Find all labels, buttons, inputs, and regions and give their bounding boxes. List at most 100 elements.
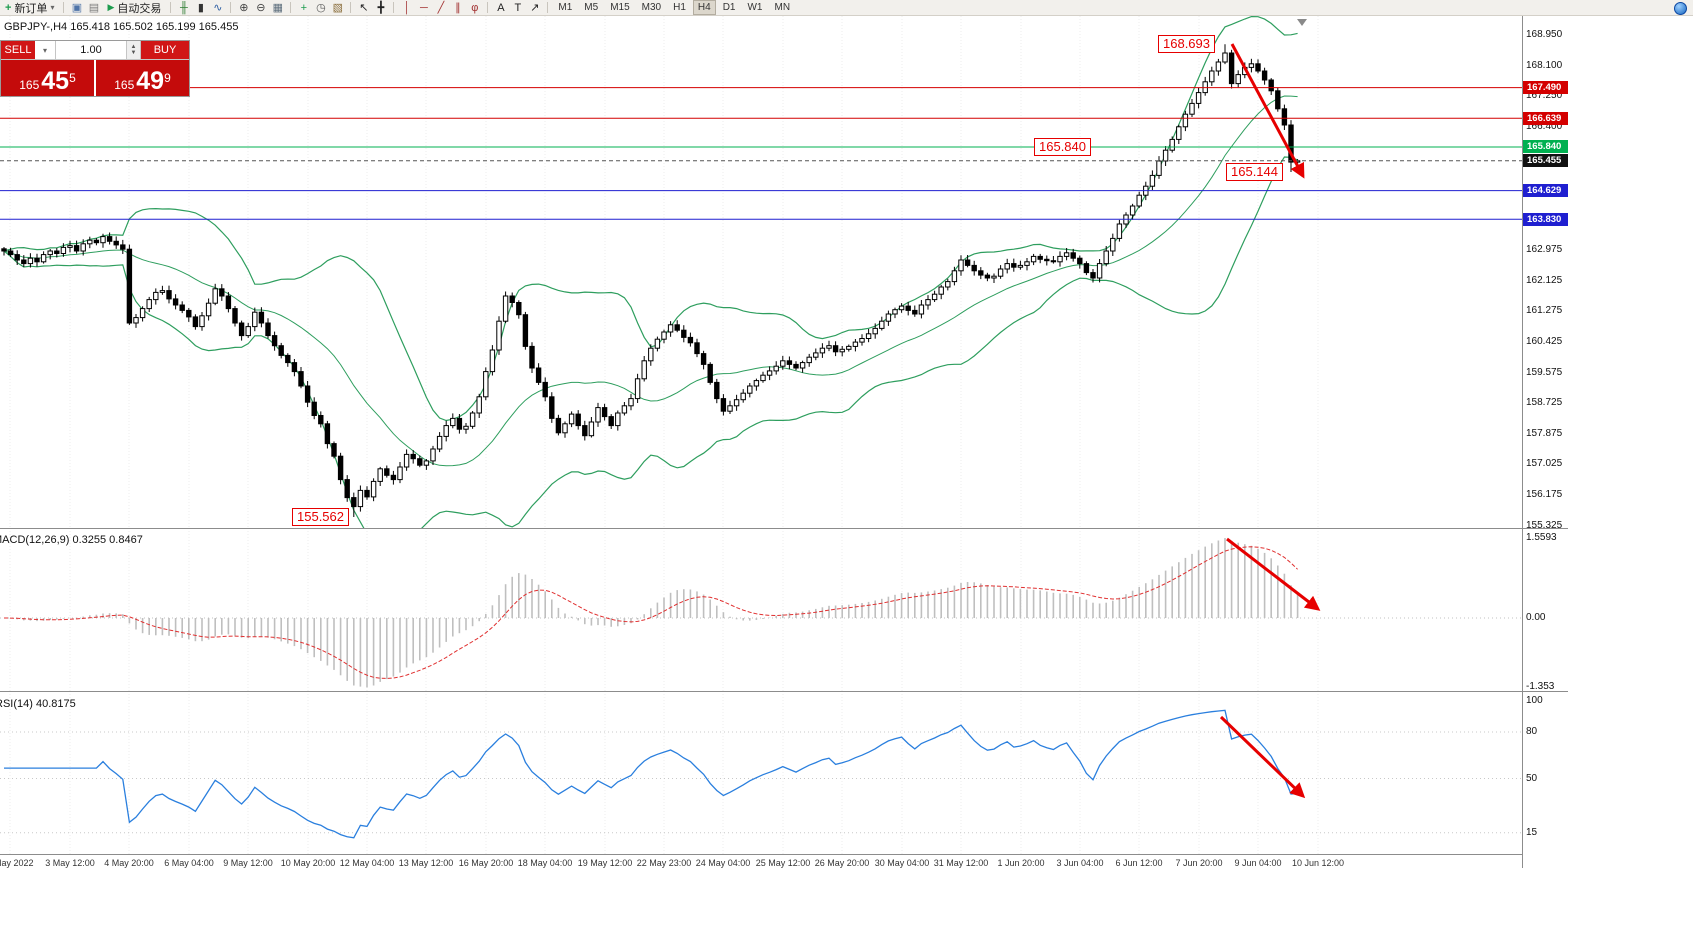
- bollinger-bands: [3, 16, 1298, 528]
- candles-layer: [1, 44, 1301, 517]
- autotrading-button[interactable]: ▶ 自动交易: [102, 1, 166, 15]
- price-tag: 167.490: [1523, 81, 1568, 95]
- toolbar-separator: [487, 2, 489, 13]
- price-axis-label: 159.575: [1526, 366, 1563, 378]
- price-annotation[interactable]: 168.693: [1158, 35, 1215, 54]
- price-tag: 166.639: [1523, 111, 1568, 125]
- timeframe-w1[interactable]: W1: [747, 2, 763, 13]
- bar-chart-icon[interactable]: ╫: [179, 1, 188, 14]
- price-tag: 165.840: [1523, 140, 1568, 154]
- ask-big: 49: [136, 67, 165, 95]
- time-label: 10 Jun 12:00: [1291, 858, 1345, 868]
- cursor-icon[interactable]: ↖: [359, 1, 369, 14]
- grid-layer: [9, 16, 1319, 528]
- time-label: 12 May 04:00: [339, 858, 395, 868]
- ask-price[interactable]: 165 49 9: [96, 60, 189, 96]
- new-order-button[interactable]: + 新订单 ▾: [0, 1, 59, 15]
- timeframe-m1[interactable]: M1: [558, 2, 573, 13]
- toolbar-separator: [350, 2, 352, 13]
- candlestick-chart-icon[interactable]: ▮: [197, 1, 204, 14]
- horizontal-line-icon[interactable]: ─: [419, 1, 428, 14]
- time-label: 1 Jun 20:00: [997, 858, 1045, 868]
- price-axis-label: 158.725: [1526, 397, 1563, 409]
- rsi-axis-label: 80: [1526, 726, 1538, 737]
- text-icon[interactable]: A: [497, 1, 505, 14]
- caret-down-icon: ▾: [42, 45, 47, 55]
- fibonacci-icon[interactable]: φ: [471, 1, 479, 14]
- time-axis[interactable]: 3 May 2022 3 May 12:00 4 May 20:00 6 May 04…: [0, 854, 1522, 871]
- bid-price[interactable]: 165 45 5: [1, 60, 94, 96]
- price-tag: 163.830: [1523, 212, 1568, 226]
- toolbar-separator: [230, 2, 232, 13]
- timeframe-m5[interactable]: M5: [584, 2, 599, 13]
- timeframe-h1[interactable]: H1: [673, 2, 686, 13]
- rsi-panel[interactable]: [0, 694, 1522, 854]
- macd-axis-label: -1.353: [1526, 681, 1555, 693]
- time-label: 4 May 20:00: [104, 858, 154, 868]
- profiles-icon[interactable]: ▤: [88, 1, 100, 14]
- arrows-tool-icon[interactable]: ↗: [530, 1, 540, 14]
- caret-down-icon: ▾: [50, 3, 55, 12]
- rsi-line: [4, 709, 1298, 839]
- price-axis-label: 166.400: [1526, 120, 1563, 132]
- rsi-indicator-label: RSI(14) 40.8175: [0, 698, 76, 710]
- timeframe-m15[interactable]: M15: [610, 2, 630, 13]
- price-axis-label: 167.250: [1526, 90, 1563, 102]
- periods-icon[interactable]: ◷: [316, 1, 326, 14]
- indicators-icon[interactable]: +: [300, 1, 308, 14]
- label-icon[interactable]: T: [514, 1, 522, 14]
- price-tag: 165.455: [1523, 154, 1568, 168]
- macd-indicator-label: MACD(12,26,9) 0.3255 0.8467: [0, 534, 143, 546]
- macd-panel[interactable]: [0, 531, 1522, 691]
- sell-button[interactable]: SELL: [1, 41, 35, 59]
- panel-divider[interactable]: [0, 691, 1568, 692]
- time-label: 19 May 12:00: [577, 858, 633, 868]
- volume-spinner[interactable]: ▲ ▼: [126, 41, 141, 59]
- price-annotation[interactable]: 165.144: [1226, 163, 1283, 182]
- one-click-trading-panel: SELL ▾ 1.00 ▲ ▼ BUY 165 45 5 165 49 9: [0, 40, 190, 97]
- zoom-out-icon[interactable]: ⊖: [256, 1, 266, 14]
- new-order-icon: +: [5, 1, 12, 14]
- bid-sup: 5: [69, 71, 76, 85]
- spinner-up-icon: ▲: [130, 44, 137, 50]
- volume-input[interactable]: 1.00: [56, 41, 126, 59]
- timeframe-m30[interactable]: M30: [641, 2, 662, 13]
- volume-dropdown[interactable]: ▾: [35, 41, 56, 59]
- chart-shift-marker: [1297, 19, 1307, 26]
- notifications-icon[interactable]: [1674, 2, 1687, 15]
- price-axis-label: 155.325: [1526, 519, 1563, 531]
- buy-button[interactable]: BUY: [141, 41, 189, 59]
- time-label: 26 May 20:00: [814, 858, 870, 868]
- bid-small: 165: [19, 78, 40, 92]
- vertical-line-icon[interactable]: │: [403, 1, 411, 14]
- macd-histogram: [9, 538, 1299, 688]
- crosshair-icon[interactable]: ╋: [377, 1, 385, 14]
- toolbar-separator: [393, 2, 395, 13]
- new-order-label: 新订单: [14, 2, 48, 15]
- time-label: 13 May 12:00: [398, 858, 454, 868]
- toolbar-separator: [547, 2, 549, 13]
- timeframe-d1[interactable]: D1: [722, 2, 736, 13]
- main-chart[interactable]: [0, 16, 1522, 528]
- timeframe-mn[interactable]: MN: [774, 2, 791, 13]
- price-tag: 164.629: [1523, 184, 1568, 198]
- charts-window-icon[interactable]: ▣: [71, 1, 83, 14]
- price-axis-label: 162.125: [1526, 274, 1563, 286]
- price-annotation[interactable]: 155.562: [292, 507, 349, 526]
- timeframe-h4[interactable]: H4: [692, 0, 716, 15]
- price-axis[interactable]: 168.950 168.100 167.250 166.400 162.975 162.1…: [1523, 0, 1568, 868]
- zoom-in-icon[interactable]: ⊕: [239, 1, 249, 14]
- templates-icon[interactable]: ▧: [332, 1, 344, 14]
- price-annotation[interactable]: 165.840: [1034, 137, 1091, 156]
- timeframe-toolbar: M1 M5 M15 M30 H1 H4 D1 W1 MN: [552, 0, 796, 15]
- tile-windows-icon[interactable]: ▦: [272, 1, 284, 14]
- channel-icon[interactable]: ∥: [455, 1, 461, 14]
- panel-divider[interactable]: [0, 528, 1568, 529]
- line-chart-icon[interactable]: ∿: [213, 1, 223, 14]
- rsi-axis-label: 15: [1526, 826, 1538, 838]
- grid-layer: [9, 694, 1319, 854]
- time-label: 6 May 04:00: [164, 858, 214, 868]
- price-axis-label: 161.275: [1526, 305, 1563, 317]
- trendline-icon[interactable]: ╱: [437, 1, 445, 14]
